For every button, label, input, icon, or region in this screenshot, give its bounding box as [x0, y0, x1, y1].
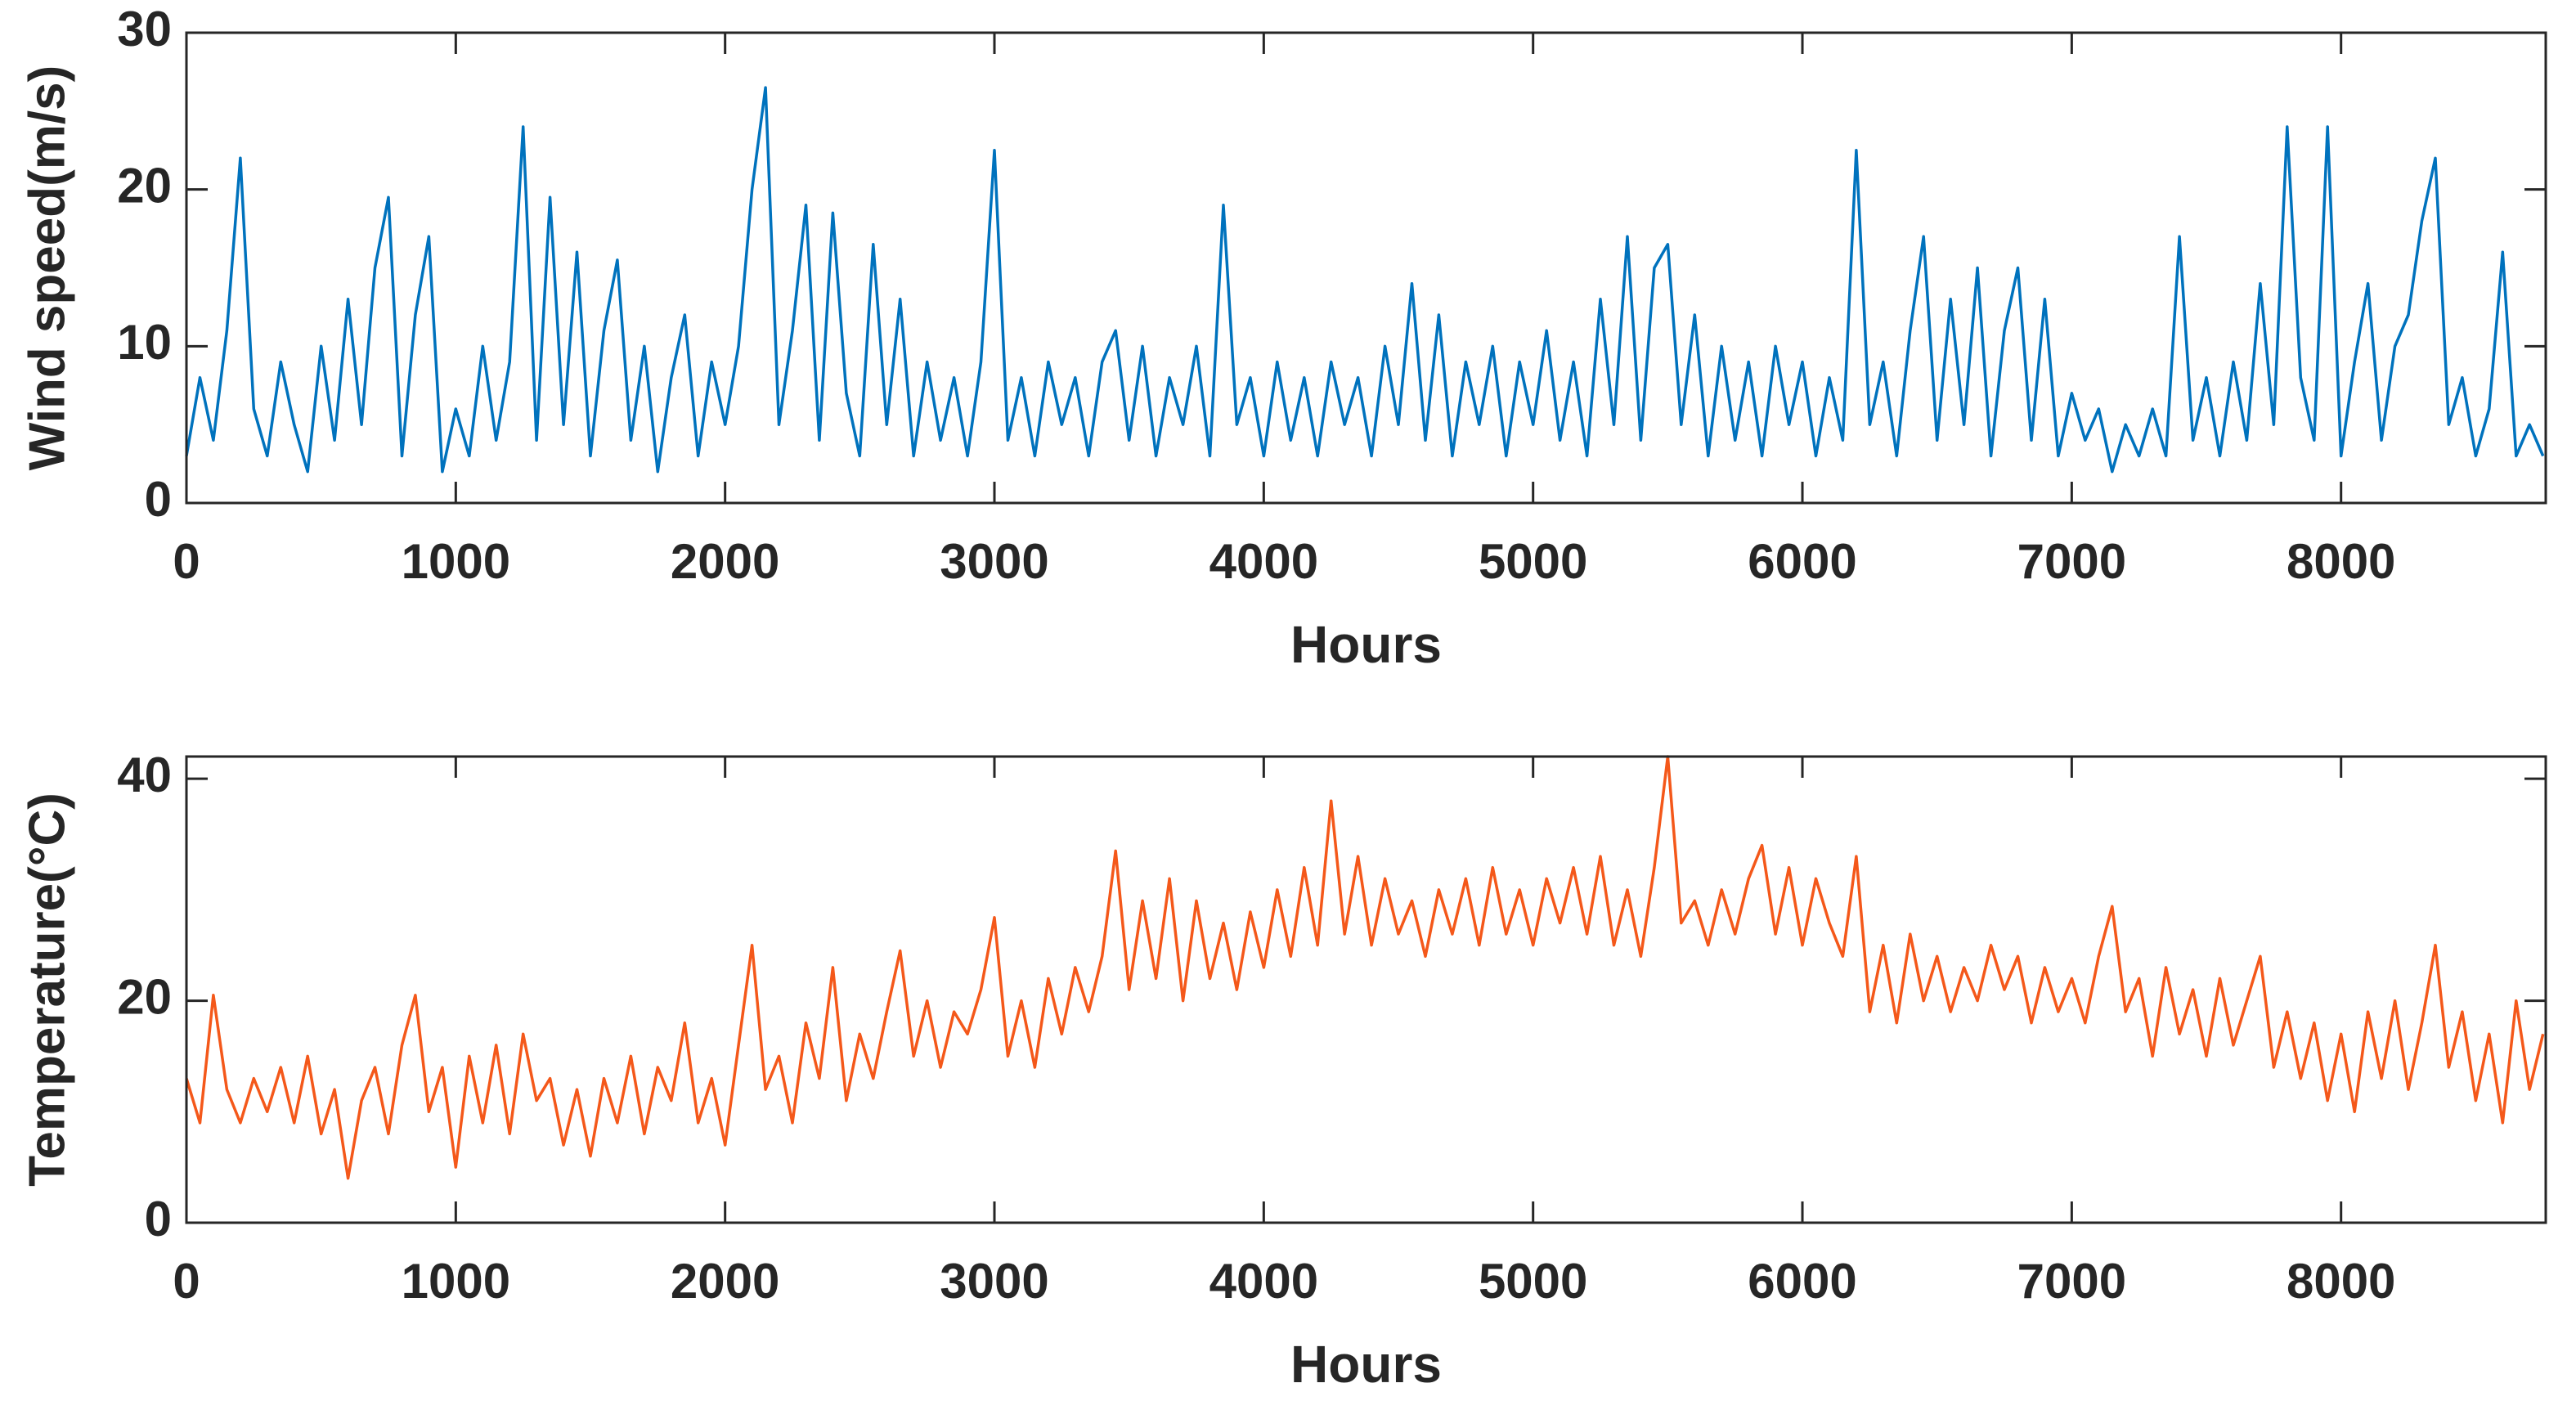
x-axis-label: Hours: [1290, 1335, 1442, 1394]
x-tick-label: 0: [173, 1254, 200, 1309]
data-line: [185, 86, 2545, 474]
y-tick-label: 20: [117, 159, 172, 213]
x-tick-label: 3000: [940, 1254, 1048, 1309]
y-tick-label: 0: [145, 472, 172, 527]
y-tick-label: 30: [117, 2, 172, 56]
x-tick-label: 7000: [2017, 1254, 2126, 1309]
y-tick-label: 40: [117, 748, 172, 802]
x-tick-label: 3000: [940, 534, 1048, 589]
axes-box: [185, 31, 2547, 505]
x-tick-label: 0: [173, 534, 200, 589]
x-tick-label: 8000: [2287, 1254, 2395, 1309]
x-axis-label: Hours: [1290, 615, 1442, 674]
x-tick-label: 1000: [402, 1254, 510, 1309]
y-axis-label: Wind speed(m/s): [19, 65, 75, 471]
x-tick-label: 6000: [1748, 1254, 1856, 1309]
x-tick-label: 5000: [1479, 1254, 1587, 1309]
axes-box: [185, 755, 2547, 1224]
x-tick-label: 5000: [1479, 534, 1587, 589]
x-tick-label: 7000: [2017, 534, 2126, 589]
x-tick-label: 2000: [671, 1254, 779, 1309]
data-line: [185, 755, 2545, 1180]
y-axis-label: Temperature(°C): [19, 793, 75, 1187]
x-tick-label: 4000: [1209, 1254, 1318, 1309]
y-tick-label: 10: [117, 315, 172, 370]
subplot: 0 1000 2000 3000 4000 5000 6000 7000 8000 0 10 20 30…: [19, 2, 2547, 674]
x-tick-label: 1000: [402, 534, 510, 589]
y-tick-label: 20: [117, 969, 172, 1024]
x-tick-label: 4000: [1209, 534, 1318, 589]
x-tick-label: 8000: [2287, 534, 2395, 589]
x-tick-label: 6000: [1748, 534, 1856, 589]
y-tick-label: 0: [145, 1192, 172, 1246]
x-tick-label: 2000: [671, 534, 779, 589]
subplot: 0 1000 2000 3000 4000 5000 6000 7000 8000 0 20 40 Ho…: [19, 748, 2547, 1394]
